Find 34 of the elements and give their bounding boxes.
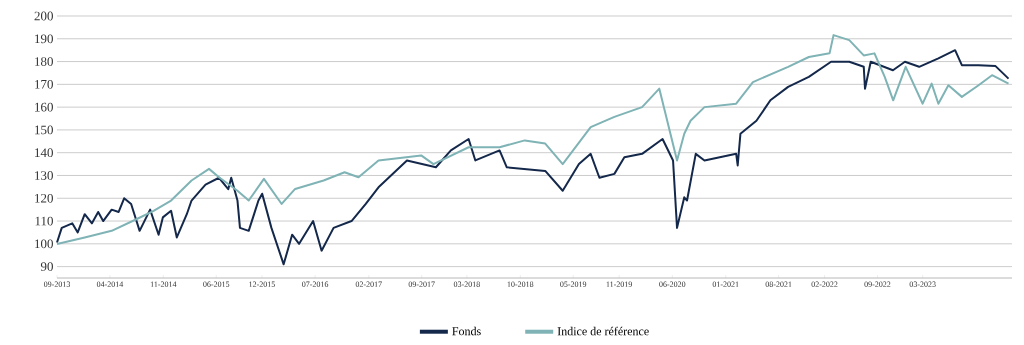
x-tick-label: 12-2015	[249, 281, 275, 287]
legend-label: Indice de référence	[557, 326, 649, 336]
x-tick-label: 09-2017	[408, 281, 435, 287]
y-tick-label: 160	[35, 102, 53, 112]
y-tick-label: 150	[35, 125, 53, 135]
legend-label: Fonds	[452, 326, 481, 336]
y-tick-label: 180	[35, 57, 53, 66]
x-tick-label: 10-2018	[507, 281, 534, 287]
y-tick-label: 140	[35, 148, 53, 158]
x-tick-label: 03-2018	[453, 281, 480, 287]
y-tick-label: 110	[35, 216, 53, 226]
x-tick-label: 05-2019	[560, 281, 587, 287]
x-tick-label: 04-2014	[96, 281, 124, 287]
y-tick-label: 120	[35, 193, 53, 203]
x-tick-label: 09-2013	[43, 281, 71, 287]
y-tick-label: 130	[35, 171, 53, 180]
x-tick-label: 02-2022	[811, 281, 838, 287]
x-tick-label: 11-2019	[606, 281, 632, 287]
x-tick-label: 01-2021	[712, 281, 739, 287]
x-tick-label: 11-2014	[150, 281, 177, 287]
x-tick-label: 07-2016	[302, 281, 329, 287]
x-tick-label: 08-2021	[765, 281, 792, 287]
y-tick-label: 200	[34, 11, 53, 21]
x-tick-label: 03-2023	[909, 281, 936, 287]
y-tick-label: 170	[35, 79, 53, 89]
x-tick-label: 06-2020	[659, 281, 686, 287]
y-tick-label: 100	[35, 239, 53, 249]
y-tick-label: 90	[40, 262, 53, 271]
line-series	[56, 34, 1010, 246]
y-tick-label: 190	[35, 34, 53, 44]
x-tick-label: 09-2022	[864, 281, 891, 287]
line-series	[56, 49, 1010, 266]
x-tick-label: 06-2015	[203, 281, 230, 287]
x-tick-label: 02-2017	[355, 281, 382, 287]
